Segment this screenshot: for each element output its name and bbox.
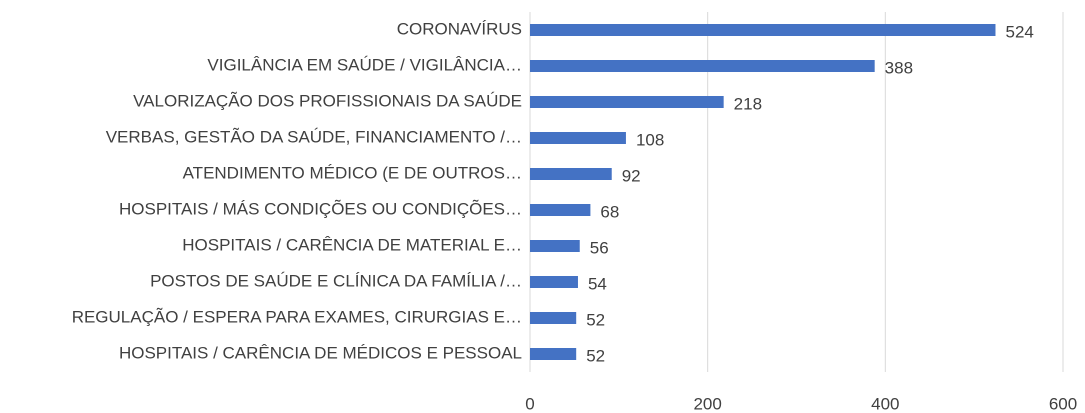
y-tick-label: VALORIZAÇÃO DOS PROFISSIONAIS DA SAÚDE: [133, 91, 522, 110]
bar: [530, 132, 626, 144]
bar: [530, 312, 577, 324]
data-label: 54: [588, 274, 607, 293]
bar: [530, 96, 724, 108]
data-label: 92: [622, 166, 641, 185]
bar: [530, 168, 612, 180]
data-label: 52: [586, 310, 605, 329]
bar: [530, 240, 580, 252]
x-tick-label: 400: [871, 394, 899, 413]
y-tick-label: HOSPITAIS / CARÊNCIA DE MÉDICOS E PESSOA…: [119, 343, 522, 362]
data-label: 218: [734, 94, 762, 113]
bar: [530, 60, 875, 72]
y-tick-label: CORONAVÍRUS: [397, 19, 522, 38]
x-tick-label: 600: [1049, 394, 1077, 413]
y-tick-label: POSTOS DE SAÚDE E CLÍNICA DA FAMÍLIA /…: [150, 271, 522, 290]
data-label: 68: [600, 202, 619, 221]
y-tick-label: HOSPITAIS / CARÊNCIA DE MATERIAL E…: [182, 235, 522, 254]
y-tick-label: VIGILÂNCIA EM SAÚDE / VIGILÂNCIA…: [207, 55, 522, 74]
x-tick-label: 0: [525, 394, 534, 413]
data-label: 52: [586, 346, 605, 365]
bar: [530, 24, 996, 36]
y-tick-label: REGULAÇÃO / ESPERA PARA EXAMES, CIRURGIA…: [72, 307, 522, 326]
data-label: 108: [636, 130, 664, 149]
x-tick-label: 200: [693, 394, 721, 413]
y-tick-label: VERBAS, GESTÃO DA SAÚDE, FINANCIAMENTO /…: [106, 127, 522, 146]
data-label: 388: [885, 58, 913, 77]
y-tick-label: HOSPITAIS / MÁS CONDIÇÕES OU CONDIÇÕES…: [119, 199, 522, 218]
data-label: 524: [1005, 22, 1033, 41]
bar: [530, 276, 578, 288]
bar: [530, 348, 577, 360]
data-label: 56: [590, 238, 609, 257]
bar: [530, 204, 591, 216]
y-tick-label: ATENDIMENTO MÉDICO (E DE OUTROS…: [183, 163, 522, 182]
